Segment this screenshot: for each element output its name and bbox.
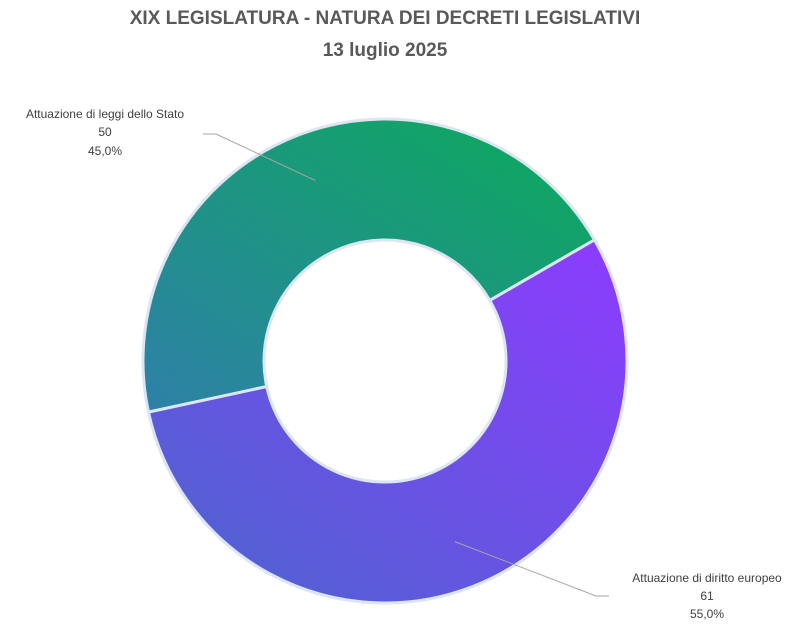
chart-subtitle: 13 luglio 2025	[322, 40, 448, 61]
data-label-name-0: Attuazione di leggi dello Stato	[26, 107, 184, 121]
data-label-name-1: Attuazione di diritto europeo	[632, 571, 782, 585]
data-label-percent-1: 55,0%	[690, 607, 724, 621]
chart-title: XIX LEGISLATURA - NATURA DEI DECRETI LEG…	[129, 8, 641, 29]
leader-line-1	[454, 541, 609, 597]
data-label-value-1: 61	[700, 589, 714, 603]
donut-slice-0	[141, 117, 596, 414]
leader-line-0	[203, 133, 316, 181]
data-label-value-0: 50	[98, 125, 112, 139]
donut-slice-1	[146, 238, 629, 605]
data-label-percent-0: 45,0%	[88, 144, 122, 158]
